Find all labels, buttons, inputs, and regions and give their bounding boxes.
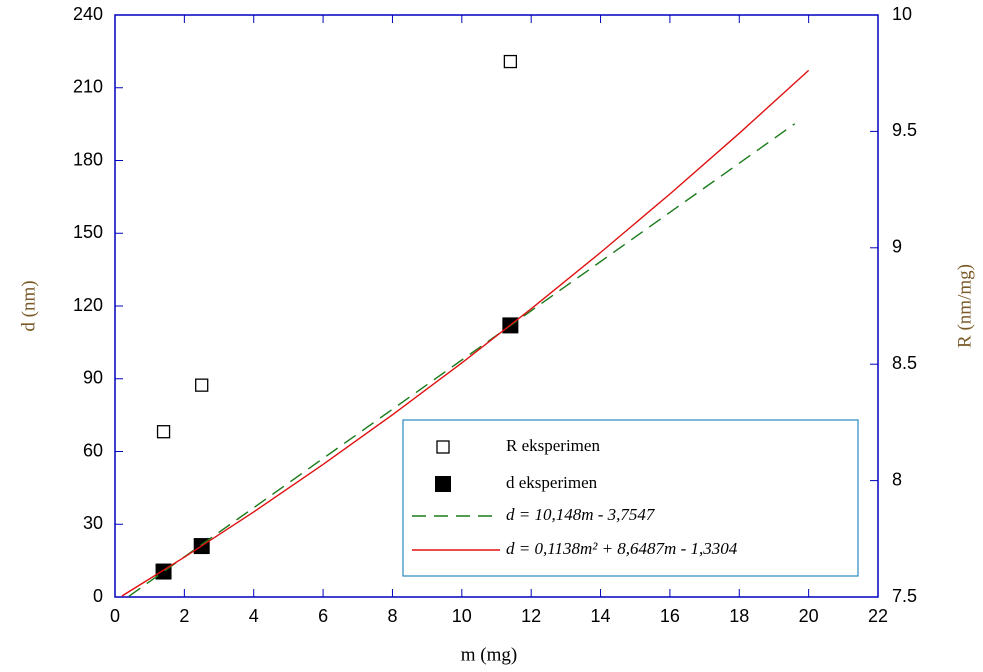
data-point xyxy=(503,54,518,69)
data-point xyxy=(195,378,209,392)
x-tick-label: 12 xyxy=(521,606,541,626)
x-tick-label: 18 xyxy=(729,606,749,626)
y-tick-label: 60 xyxy=(83,440,103,460)
x-tick-label: 20 xyxy=(799,606,819,626)
y2-tick-label: 7.5 xyxy=(892,586,917,606)
data-point xyxy=(156,425,171,439)
x-tick-label: 22 xyxy=(868,606,888,626)
x-tick-label: 8 xyxy=(387,606,397,626)
x-tick-label: 10 xyxy=(452,606,472,626)
y-axis-label: d (nm) xyxy=(18,280,39,331)
x-tick-label: 14 xyxy=(591,606,611,626)
y2-tick-label: 8 xyxy=(892,469,902,489)
legend-label: d = 0,1138m² + 8,6487m - 1,3304 xyxy=(506,539,738,558)
fit-line xyxy=(128,123,796,597)
y2-axis-label: R (nm/mg) xyxy=(954,264,975,348)
legend-label: R eksperimen xyxy=(506,436,600,455)
legend-label: d = 10,148m - 3,7547 xyxy=(506,505,656,524)
legend-marker xyxy=(436,440,450,454)
x-tick-label: 2 xyxy=(179,606,189,626)
y-tick-label: 210 xyxy=(73,77,103,97)
x-tick-label: 6 xyxy=(318,606,328,626)
y-tick-label: 180 xyxy=(73,149,103,169)
y2-tick-label: 10 xyxy=(892,4,912,24)
y-tick-label: 240 xyxy=(73,4,103,24)
y-tick-label: 120 xyxy=(73,295,103,315)
y2-tick-label: 9 xyxy=(892,237,902,257)
y2-tick-label: 8.5 xyxy=(892,353,917,373)
x-tick-label: 4 xyxy=(249,606,259,626)
y-tick-label: 90 xyxy=(83,368,103,388)
y-tick-label: 150 xyxy=(73,222,103,242)
y2-tick-label: 9.5 xyxy=(892,120,917,140)
legend-marker xyxy=(435,476,451,492)
x-axis-label: m (mg) xyxy=(461,644,517,665)
x-tick-label: 16 xyxy=(660,606,680,626)
y-tick-label: 30 xyxy=(83,513,103,533)
x-tick-label: 0 xyxy=(110,606,120,626)
y-tick-label: 0 xyxy=(93,586,103,606)
fit-line xyxy=(121,69,810,597)
legend-label: d eksperimen xyxy=(506,473,598,492)
